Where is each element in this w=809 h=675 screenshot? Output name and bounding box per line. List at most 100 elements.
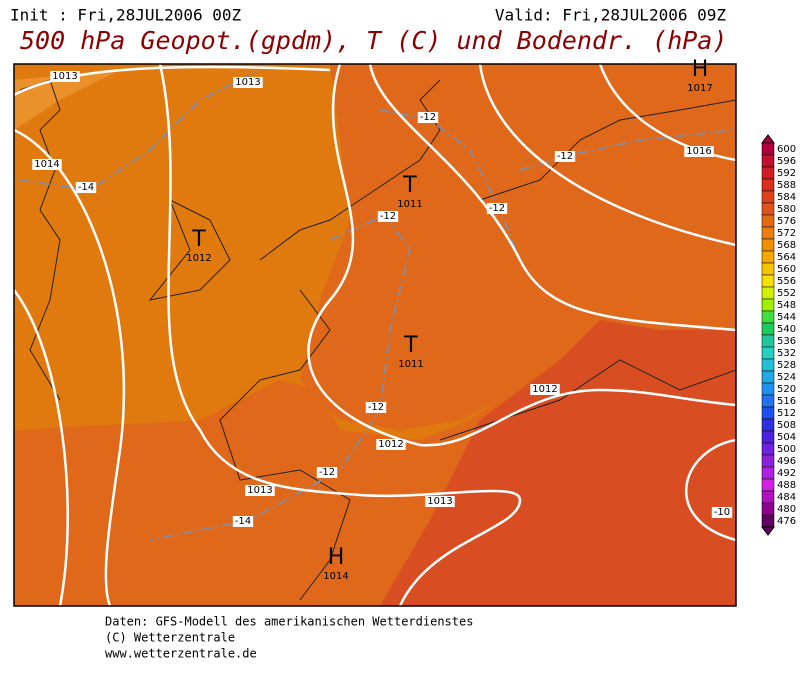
colorbar-swatch [761,430,775,444]
footer-line: www.wetterzentrale.de [105,647,257,661]
temperature-label: -12 [319,467,335,478]
colorbar-swatch [761,346,775,360]
colorbar-swatch [761,190,775,204]
colorbar-swatch [761,142,775,156]
colorbar-label: 532 [777,348,796,359]
colorbar-label: 556 [777,276,796,287]
colorbar-label: 516 [777,396,796,407]
temperature-label-box [232,516,254,527]
isobar-label-box [245,485,275,496]
temperature-label-box [486,203,508,214]
colorbar-label: 528 [777,360,796,371]
colorbar-swatch [761,166,775,180]
isobar-label: 1012 [532,384,557,395]
colorbar-swatch [761,274,775,288]
colorbar-swatch [761,514,775,528]
colorbar-label: 596 [777,156,796,167]
isobar-label: 1016 [686,146,711,157]
temperature-label-box [711,507,733,518]
isobar-label-box [32,159,62,170]
colorbar-swatch [761,178,775,192]
colorbar-swatch [761,406,775,420]
isobars [14,64,736,606]
pressure-symbol: T [402,173,417,198]
colorbar-swatch [761,478,775,492]
colorbar-swatch [761,334,775,348]
colorbar-label: 592 [777,168,796,179]
colorbar-swatch [761,358,775,372]
isobar-label-box [684,146,714,157]
colorbar-label: 488 [777,480,796,491]
isobar-label-box [233,77,263,88]
colorbar-swatch [761,394,775,408]
pressure-value: 1012 [186,253,211,264]
colorbar-label: 572 [777,228,796,239]
pressure-value: 1011 [397,199,422,210]
colorbar-label: 552 [777,288,796,299]
colorbar-label: 536 [777,336,796,347]
colorbar-label: 544 [777,312,796,323]
colorbar-label: 568 [777,240,796,251]
valid-time: Valid: Fri,28JUL2006 09Z [495,6,727,25]
temperature-label: -10 [714,507,730,518]
colorbar-label: 500 [777,444,796,455]
isobar-label-box [376,439,406,450]
colorbar-swatch [761,286,775,300]
colorbar-swatch [761,262,775,276]
colorbar-label: 524 [777,372,796,383]
colorbar-swatch [761,418,775,432]
isobar-label: 1013 [52,71,77,82]
colorbar-label: 584 [777,192,796,203]
colorbar-swatch [761,454,775,468]
colorbar-swatch [761,202,775,216]
colorbar-label: 492 [777,468,796,479]
colorbar-swatch [761,298,775,312]
colorbar-tip [761,526,775,536]
colorbar-swatch [761,466,775,480]
colorbar-swatch [761,382,775,396]
colorbar-swatch [761,502,775,516]
temperature-label: -12 [557,151,573,162]
temperature-label-box [417,112,439,123]
pressure-symbol: H [692,57,709,82]
colorbar-swatch [761,214,775,228]
temperature-label: -12 [420,112,436,123]
temperature-label: -14 [78,182,94,193]
pressure-value: 1014 [323,571,348,582]
colorbar-swatch [761,490,775,504]
colorbar-label: 560 [777,264,796,275]
colorbar-label: 496 [777,456,796,467]
colorbar-label: 504 [777,432,796,443]
colorbar-label: 548 [777,300,796,311]
colorbar-label: 576 [777,216,796,227]
colorbar-label: 520 [777,384,796,395]
temperature-label: -14 [235,516,251,527]
coastlines [19,79,736,601]
colorbar-swatch [761,238,775,252]
pressure-value: 1017 [687,83,712,94]
colorbar-swatch [761,154,775,168]
init-time: Init : Fri,28JUL2006 00Z [10,6,242,25]
colorbar-label: 588 [777,180,796,191]
colorbar-label: 600 [777,144,796,155]
colorbar-swatch [761,310,775,324]
map: 1013 1013 1014 1016 1012 1012 1013 1013 -12 -12 -1… [13,57,737,607]
isobar-label-box [530,384,560,395]
map-frame [13,63,737,607]
temperature-label-box [554,151,576,162]
temperature-label-box [316,467,338,478]
colorbar-label: 540 [777,324,796,335]
isobar-label: 1013 [247,485,272,496]
pressure-symbol: T [403,333,418,358]
colorbar: 6005965925885845805765725685645605565525… [761,134,796,536]
footer-line: (C) Wetterzentrale [105,631,235,645]
colorbar-swatch [761,442,775,456]
colorbar-label: 476 [777,516,796,527]
pressure-symbol: H [328,545,345,570]
colorbar-label: 508 [777,420,796,431]
isobar-label-box [50,71,80,82]
temperature-label: -12 [489,203,505,214]
colorbar-tip [761,134,775,144]
colorbar-swatch [761,322,775,336]
